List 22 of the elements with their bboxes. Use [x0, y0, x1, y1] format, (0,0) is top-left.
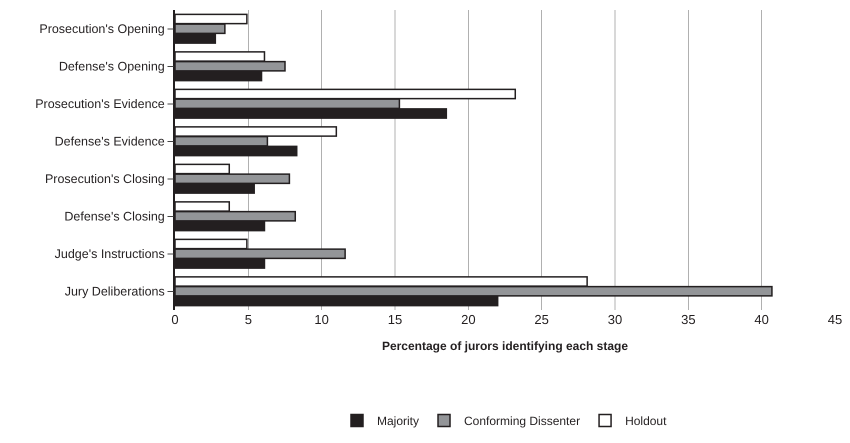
x-tick-label: 25 [534, 312, 549, 327]
y-tick-label: Prosecution's Evidence [35, 97, 165, 112]
x-tick-label: 45 [828, 312, 842, 327]
y-tick-label: Prosecution's Opening [39, 22, 165, 36]
x-tick-label: 40 [754, 312, 769, 327]
x-tick-label: 15 [388, 312, 402, 327]
y-tick-label: Defense's Evidence [54, 134, 165, 149]
legend-label: Conforming Dissenter [464, 414, 580, 428]
x-tick-label: 20 [461, 312, 476, 327]
y-tick-label: Defense's Opening [58, 60, 165, 74]
x-tick-label: 0 [171, 312, 179, 327]
x-axis-title: Percentage of jurors identifying each stage [382, 338, 628, 353]
y-tick-label: Prosecution's Closing [44, 172, 165, 186]
y-tick-label: Jury Deliberations [64, 284, 165, 299]
x-tick-label: 35 [681, 312, 696, 327]
legend-label: Holdout [625, 414, 668, 428]
y-tick-label: Judge's Instructions [54, 247, 165, 262]
y-tick-label: Defense's Closing [64, 210, 165, 224]
x-tick-label: 5 [244, 312, 252, 327]
legend-label: Majority [377, 414, 420, 428]
x-tick-label: 30 [608, 312, 622, 327]
x-tick-label: 10 [314, 312, 329, 327]
